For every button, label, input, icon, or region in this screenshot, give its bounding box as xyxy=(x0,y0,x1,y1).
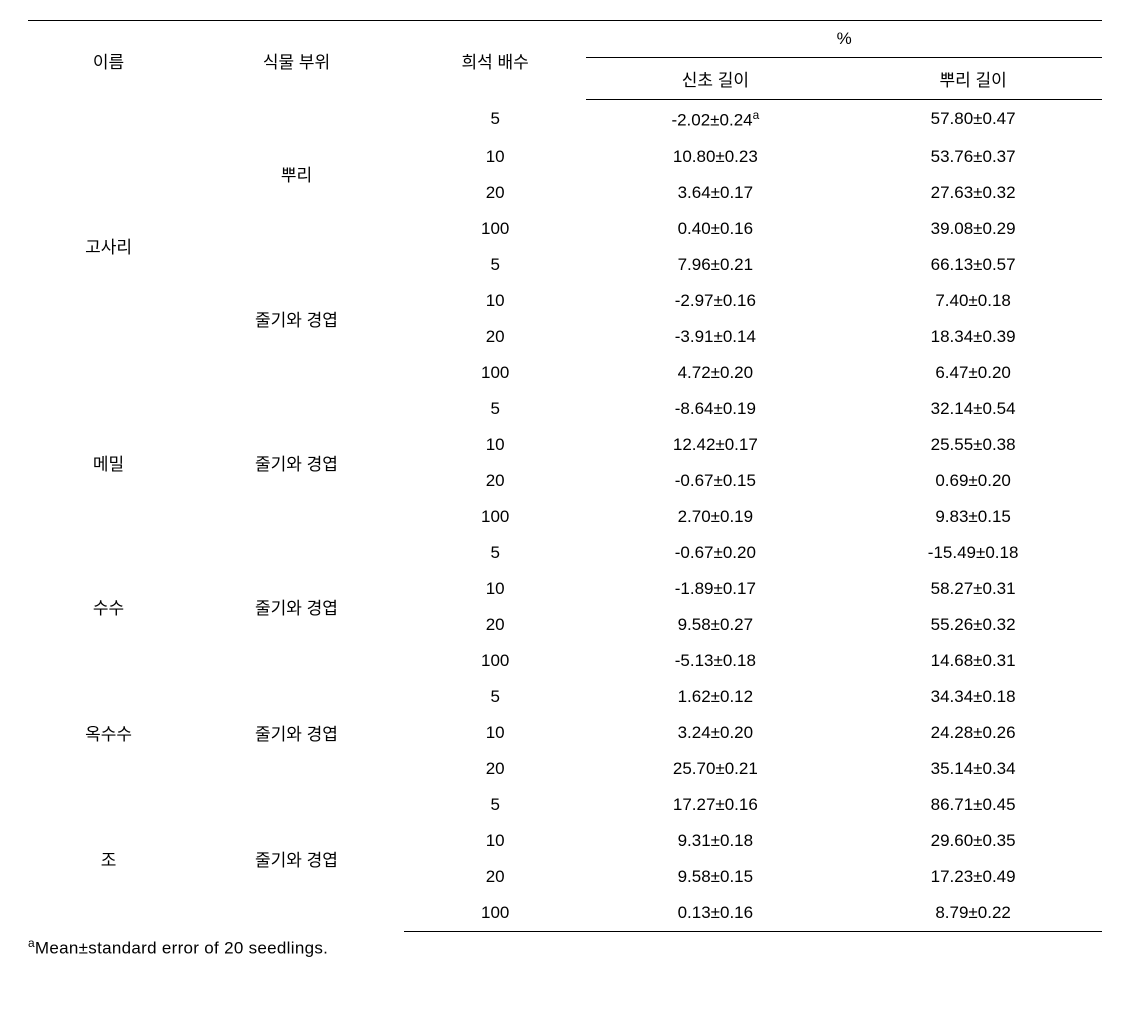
plant-part: 줄기와 경엽 xyxy=(189,391,404,535)
dilution-value: 20 xyxy=(404,751,587,787)
plant-part: 줄기와 경엽 xyxy=(189,247,404,391)
root-value: 86.71±0.45 xyxy=(844,787,1102,823)
dilution-value: 5 xyxy=(404,679,587,715)
group-name: 수수 xyxy=(28,535,189,679)
root-value: 9.83±0.15 xyxy=(844,499,1102,535)
shoot-value: -2.97±0.16 xyxy=(586,283,844,319)
shoot-value: -1.89±0.17 xyxy=(586,571,844,607)
root-value: 18.34±0.39 xyxy=(844,319,1102,355)
dilution-value: 20 xyxy=(404,859,587,895)
table-row: 줄기와 경엽57.96±0.2166.13±0.57 xyxy=(28,247,1102,283)
footnote: aMean±standard error of 20 seedlings. xyxy=(28,932,1102,959)
dilution-value: 10 xyxy=(404,283,587,319)
table-row: 옥수수줄기와 경엽51.62±0.1234.34±0.18 xyxy=(28,679,1102,715)
shoot-value: -3.91±0.14 xyxy=(586,319,844,355)
root-value: 32.14±0.54 xyxy=(844,391,1102,427)
root-value: 39.08±0.29 xyxy=(844,211,1102,247)
data-table: 이름 식물 부위 희석 배수 % 신초 길이 뿌리 길이 고사리뿌리5-2.02… xyxy=(28,20,1102,932)
shoot-value: 10.80±0.23 xyxy=(586,139,844,175)
root-value: 55.26±0.32 xyxy=(844,607,1102,643)
dilution-value: 5 xyxy=(404,247,587,283)
dilution-value: 20 xyxy=(404,607,587,643)
root-value: 66.13±0.57 xyxy=(844,247,1102,283)
shoot-value: 4.72±0.20 xyxy=(586,355,844,391)
plant-part: 줄기와 경엽 xyxy=(189,535,404,679)
col-percent: % xyxy=(586,21,1102,58)
root-value: 29.60±0.35 xyxy=(844,823,1102,859)
col-shoot-length: 신초 길이 xyxy=(586,58,844,100)
shoot-value: 0.40±0.16 xyxy=(586,211,844,247)
shoot-value: 1.62±0.12 xyxy=(586,679,844,715)
group-name: 조 xyxy=(28,787,189,932)
root-value: 0.69±0.20 xyxy=(844,463,1102,499)
root-value: 17.23±0.49 xyxy=(844,859,1102,895)
dilution-value: 10 xyxy=(404,571,587,607)
shoot-value: -2.02±0.24a xyxy=(586,100,844,139)
group-name: 고사리 xyxy=(28,100,189,391)
dilution-value: 5 xyxy=(404,391,587,427)
root-value: 27.63±0.32 xyxy=(844,175,1102,211)
dilution-value: 100 xyxy=(404,355,587,391)
root-value: 7.40±0.18 xyxy=(844,283,1102,319)
dilution-value: 10 xyxy=(404,715,587,751)
dilution-value: 5 xyxy=(404,535,587,571)
dilution-value: 100 xyxy=(404,895,587,932)
shoot-value: -0.67±0.15 xyxy=(586,463,844,499)
shoot-value: -5.13±0.18 xyxy=(586,643,844,679)
footnote-text: Mean±standard error of 20 seedlings. xyxy=(35,938,328,957)
table-row: 메밀줄기와 경엽5-8.64±0.1932.14±0.54 xyxy=(28,391,1102,427)
col-name: 이름 xyxy=(28,21,189,100)
root-value: 14.68±0.31 xyxy=(844,643,1102,679)
root-value: 24.28±0.26 xyxy=(844,715,1102,751)
shoot-value: 12.42±0.17 xyxy=(586,427,844,463)
dilution-value: 20 xyxy=(404,463,587,499)
group-name: 옥수수 xyxy=(28,679,189,787)
shoot-value: 3.24±0.20 xyxy=(586,715,844,751)
plant-part: 줄기와 경엽 xyxy=(189,679,404,787)
shoot-value: -0.67±0.20 xyxy=(586,535,844,571)
dilution-value: 100 xyxy=(404,211,587,247)
shoot-value: 25.70±0.21 xyxy=(586,751,844,787)
dilution-value: 5 xyxy=(404,100,587,139)
col-root-length: 뿌리 길이 xyxy=(844,58,1102,100)
table-header: 이름 식물 부위 희석 배수 % 신초 길이 뿌리 길이 xyxy=(28,21,1102,100)
root-value: 8.79±0.22 xyxy=(844,895,1102,932)
shoot-value: 9.31±0.18 xyxy=(586,823,844,859)
shoot-value: 7.96±0.21 xyxy=(586,247,844,283)
root-value: 34.34±0.18 xyxy=(844,679,1102,715)
plant-part: 뿌리 xyxy=(189,100,404,247)
dilution-value: 10 xyxy=(404,823,587,859)
group-name: 메밀 xyxy=(28,391,189,535)
table-row: 조줄기와 경엽517.27±0.1686.71±0.45 xyxy=(28,787,1102,823)
dilution-value: 100 xyxy=(404,643,587,679)
shoot-value: 0.13±0.16 xyxy=(586,895,844,932)
shoot-value: 3.64±0.17 xyxy=(586,175,844,211)
root-value: 57.80±0.47 xyxy=(844,100,1102,139)
dilution-value: 20 xyxy=(404,175,587,211)
shoot-value: 9.58±0.15 xyxy=(586,859,844,895)
root-value: 6.47±0.20 xyxy=(844,355,1102,391)
dilution-value: 20 xyxy=(404,319,587,355)
shoot-value: -8.64±0.19 xyxy=(586,391,844,427)
shoot-value: 2.70±0.19 xyxy=(586,499,844,535)
dilution-value: 5 xyxy=(404,787,587,823)
dilution-value: 10 xyxy=(404,427,587,463)
plant-part: 줄기와 경엽 xyxy=(189,787,404,932)
root-value: -15.49±0.18 xyxy=(844,535,1102,571)
table-row: 수수줄기와 경엽5-0.67±0.20-15.49±0.18 xyxy=(28,535,1102,571)
col-plant-part: 식물 부위 xyxy=(189,21,404,100)
shoot-value: 17.27±0.16 xyxy=(586,787,844,823)
col-dilution: 희석 배수 xyxy=(404,21,587,100)
footnote-sup: a xyxy=(28,936,35,950)
root-value: 25.55±0.38 xyxy=(844,427,1102,463)
root-value: 53.76±0.37 xyxy=(844,139,1102,175)
dilution-value: 10 xyxy=(404,139,587,175)
root-value: 35.14±0.34 xyxy=(844,751,1102,787)
dilution-value: 100 xyxy=(404,499,587,535)
table-row: 고사리뿌리5-2.02±0.24a57.80±0.47 xyxy=(28,100,1102,139)
shoot-value: 9.58±0.27 xyxy=(586,607,844,643)
table-body: 고사리뿌리5-2.02±0.24a57.80±0.471010.80±0.235… xyxy=(28,100,1102,932)
root-value: 58.27±0.31 xyxy=(844,571,1102,607)
